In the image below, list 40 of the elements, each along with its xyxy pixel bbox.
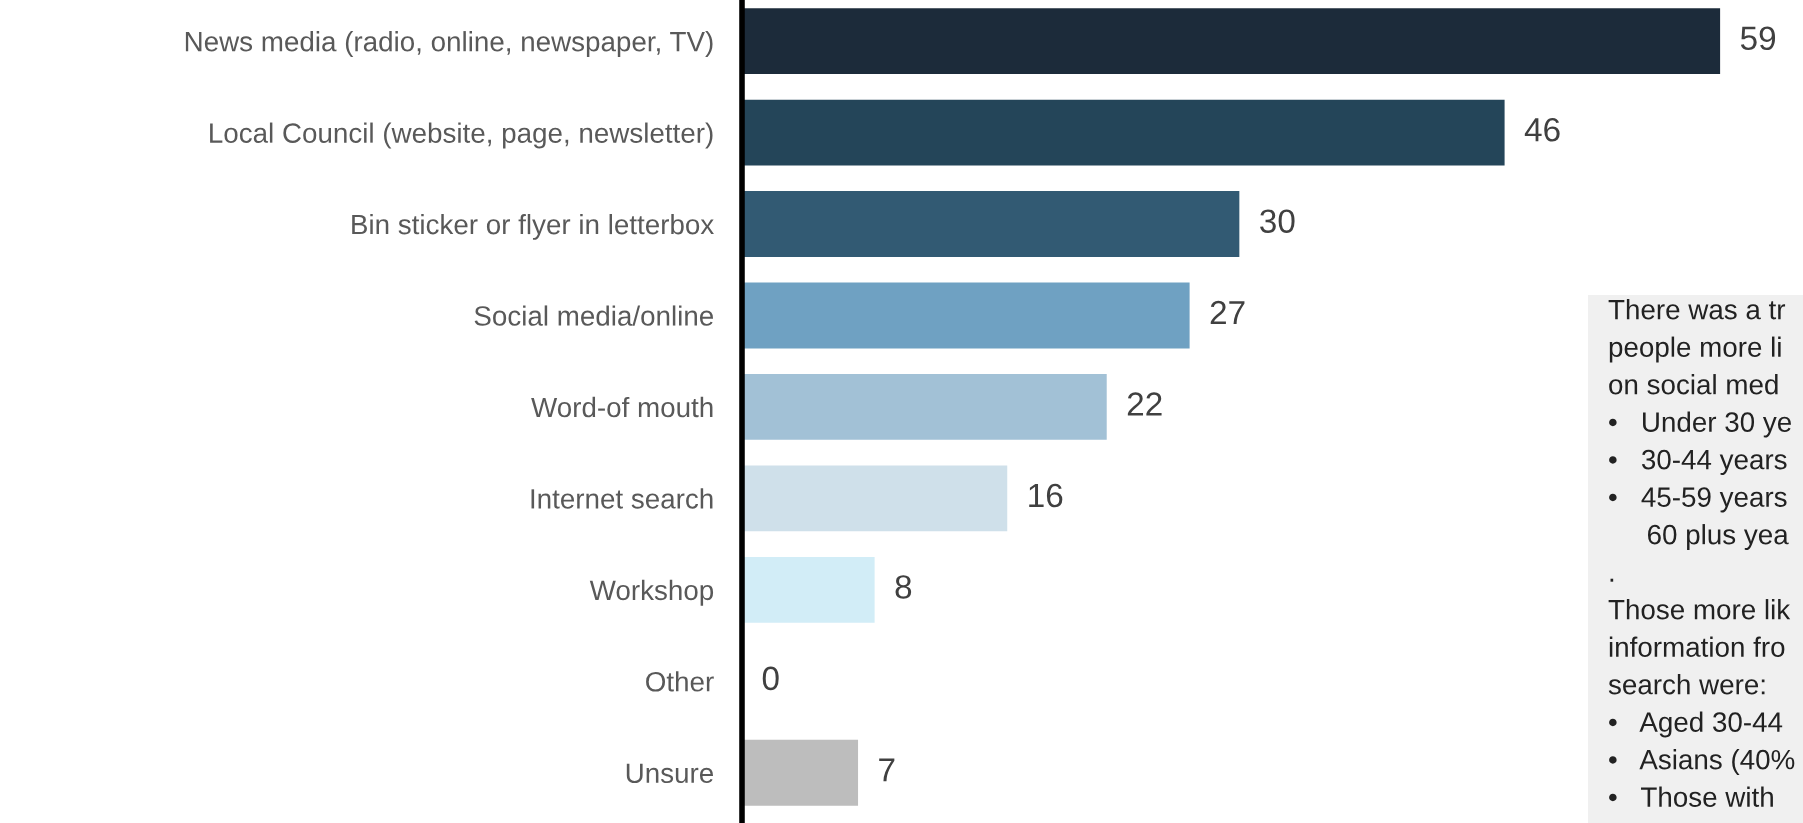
annotation: Those more lik: [1608, 599, 1791, 620]
y-tick-label: Internet search: [531, 488, 713, 509]
bar: [742, 556, 875, 623]
y-tick-label: News media (radio, online, newspaper, TV): [185, 31, 713, 57]
y-tick-label: Workshop: [589, 579, 714, 606]
bar: [742, 739, 859, 806]
y-tick-label: Unsure: [626, 763, 713, 784]
annotation: on social med: [1609, 374, 1778, 395]
data-label: 7: [879, 758, 895, 782]
annotation: • Asians (40%: [1609, 749, 1795, 775]
bar: [742, 99, 1505, 166]
y-tick-label: Other: [646, 671, 714, 692]
annotation: • 45-59 years: [1609, 487, 1787, 513]
annotation: • Under 30 ye: [1609, 411, 1791, 438]
data-label: 59: [1740, 26, 1776, 51]
data-label: 16: [1029, 483, 1063, 508]
annotation: • Aged 30-44: [1609, 711, 1783, 738]
data-label: 46: [1524, 117, 1560, 142]
annotation: • 30-44 years: [1609, 449, 1787, 475]
data-label: 27: [1210, 300, 1245, 325]
annotation: information fro: [1609, 636, 1785, 657]
data-label: 22: [1127, 392, 1162, 416]
annotation: search were:: [1608, 674, 1765, 695]
bar: [742, 282, 1190, 349]
data-label: 0: [762, 666, 779, 691]
annotation: .: [1610, 578, 1614, 582]
data-label: 8: [895, 575, 912, 599]
data-label: 30: [1260, 209, 1295, 233]
annotation: 60 plus yea: [1648, 524, 1789, 550]
annotation: • Those with: [1609, 786, 1773, 807]
bar: [742, 465, 1008, 532]
bar: [742, 374, 1107, 440]
bar: [742, 8, 1721, 75]
y-tick-label: Bin sticker or flyer in letterbox: [352, 213, 714, 240]
bar: [742, 191, 1240, 257]
y-tick-label: Word-of mouth: [531, 396, 713, 418]
y-tick-label: Local Council (website, page, newsletter): [210, 122, 713, 149]
annotation: people more li: [1609, 336, 1781, 363]
y-tick-label: Social media/online: [474, 305, 713, 326]
annotation: There was a tr: [1608, 299, 1786, 320]
